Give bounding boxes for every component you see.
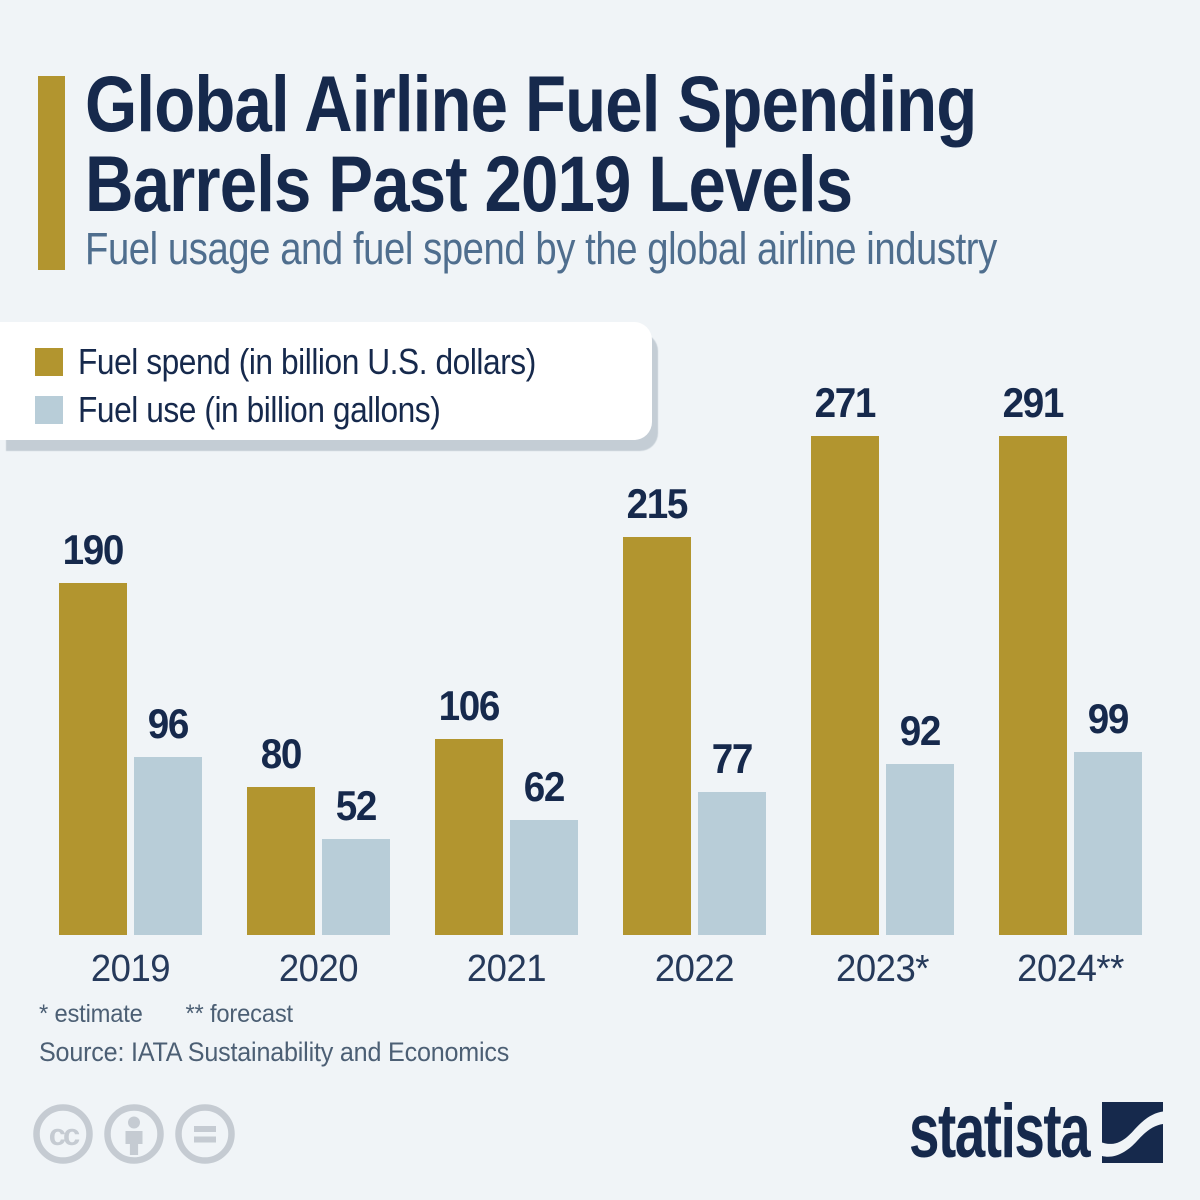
fuel-use-column: 92	[886, 379, 954, 935]
fuel-use-bar	[322, 839, 390, 935]
value-label: 92	[899, 707, 942, 754]
fuel-use-bar	[510, 820, 578, 935]
fuel-spend-bar	[623, 537, 691, 935]
bar-group: 190 96 2019	[59, 379, 202, 990]
bar-group: 215 77 2022	[623, 379, 766, 990]
fuel-spend-column: 215	[623, 379, 691, 935]
fuel-spend-column: 190	[59, 379, 127, 935]
value-label: 52	[335, 782, 378, 829]
fuel-use-bar	[134, 757, 202, 935]
value-label: 215	[626, 480, 689, 527]
forecast-note: ** forecast	[185, 1000, 293, 1028]
fuel-use-column: 77	[698, 379, 766, 935]
legend-item-fuel-spend: Fuel spend (in billion U.S. dollars)	[35, 341, 652, 382]
value-label: 99	[1087, 695, 1130, 742]
bar-group: 291 99 2024**	[999, 379, 1142, 990]
fuel-use-bar	[886, 764, 954, 935]
estimate-note: * estimate	[39, 1000, 143, 1028]
title-accent-bar	[38, 76, 65, 270]
value-label: 62	[523, 763, 566, 810]
legend: Fuel spend (in billion U.S. dollars) Fue…	[0, 322, 652, 440]
fuel-use-column: 62	[510, 379, 578, 935]
footnotes: * estimate ** forecast	[39, 1000, 293, 1029]
fuel-spend-column: 80	[247, 379, 315, 935]
value-label: 80	[260, 730, 303, 777]
fuel-use-swatch	[35, 396, 63, 424]
fuel-spend-column: 291	[999, 379, 1067, 935]
category-label: 2019	[90, 948, 171, 990]
legend-label: Fuel spend (in billion U.S. dollars)	[78, 341, 536, 382]
category-label: 2024**	[1017, 948, 1124, 990]
value-label: 96	[147, 700, 190, 747]
value-label: 291	[1002, 379, 1065, 426]
legend-item-fuel-use: Fuel use (in billion gallons)	[35, 389, 652, 430]
fuel-use-column: 99	[1074, 379, 1142, 935]
category-label: 2023*	[836, 948, 929, 990]
category-label: 2020	[278, 948, 359, 990]
bar-group: 80 52 2020	[247, 379, 390, 990]
statista-wordmark: statista	[908, 1088, 1091, 1174]
page-subtitle: Fuel usage and fuel spend by the global …	[85, 223, 997, 274]
license-icons: cc	[33, 1104, 235, 1164]
fuel-use-bar	[1074, 752, 1142, 935]
fuel-spend-column: 106	[435, 379, 503, 935]
fuel-spend-bar	[59, 583, 127, 935]
fuel-spend-bar	[999, 436, 1067, 935]
legend-label: Fuel use (in billion gallons)	[78, 389, 441, 430]
fuel-use-column: 96	[134, 379, 202, 935]
category-label: 2022	[654, 948, 735, 990]
svg-text:cc: cc	[49, 1117, 80, 1152]
value-label: 271	[814, 379, 877, 426]
attribution-icon	[104, 1104, 164, 1164]
bar-chart: 190 96 2019 80 52 2020 106 62 2021 215 77 2022 271 92…	[59, 379, 1142, 990]
fuel-use-column: 52	[322, 379, 390, 935]
equals-icon	[175, 1104, 235, 1164]
fuel-spend-bar	[247, 787, 315, 935]
fuel-spend-swatch	[35, 348, 63, 376]
fuel-spend-column: 271	[811, 379, 879, 935]
title-line-1: Global Airline Fuel Spending	[85, 59, 977, 148]
page-title: Global Airline Fuel Spending Barrels Pas…	[85, 59, 977, 228]
category-label: 2021	[466, 948, 547, 990]
cc-icon: cc	[33, 1104, 93, 1164]
value-label: 190	[62, 526, 125, 573]
bar-group: 271 92 2023*	[811, 379, 954, 990]
fuel-spend-bar	[811, 436, 879, 935]
fuel-use-bar	[698, 792, 766, 935]
value-label: 77	[711, 735, 754, 782]
fuel-spend-bar	[435, 739, 503, 935]
statista-logo-icon	[1102, 1102, 1163, 1163]
statista-branding: statista	[839, 1088, 1163, 1174]
title-line-2: Barrels Past 2019 Levels	[85, 138, 853, 228]
bar-group: 106 62 2021	[435, 379, 578, 990]
source-line: Source: IATA Sustainability and Economic…	[39, 1037, 510, 1067]
value-label: 106	[438, 682, 501, 729]
